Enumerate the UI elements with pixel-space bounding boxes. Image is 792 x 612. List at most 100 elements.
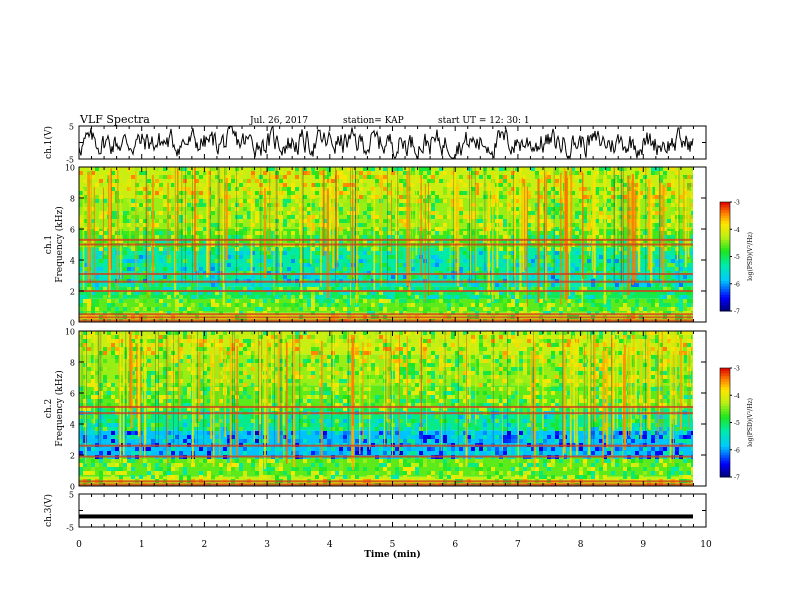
spectrogram-cell <box>387 335 391 339</box>
spectrogram-cell <box>95 307 99 311</box>
sferic-streak <box>457 183 460 287</box>
spectrogram-cell <box>311 203 315 207</box>
spectrogram-cell <box>183 195 187 199</box>
spectrogram-cell <box>211 263 215 267</box>
spectrogram-cell <box>435 255 439 259</box>
spectrogram-cell <box>99 251 103 255</box>
spectrogram-cell <box>267 387 271 391</box>
spectrogram-cell <box>283 235 287 239</box>
spectrogram-cell <box>295 335 299 339</box>
spectrogram-cell <box>471 351 475 355</box>
spectrogram-cell <box>595 219 599 223</box>
spectrogram-cell <box>139 203 143 207</box>
spectrogram-cell <box>123 223 127 227</box>
spectrogram-cell <box>275 375 279 379</box>
spectrogram-cell <box>343 299 347 303</box>
spectrogram-cell <box>439 259 443 263</box>
spectrogram-cell <box>127 207 131 211</box>
spectrogram-cell <box>239 255 243 259</box>
spectrogram-cell <box>639 231 643 235</box>
spectrogram-cell <box>399 263 403 267</box>
spectrogram-cell <box>487 339 491 343</box>
spectrogram-cell <box>435 259 439 263</box>
spectrogram-cell <box>115 199 119 203</box>
spectrogram-cell <box>235 307 239 311</box>
spectrogram-cell <box>463 291 467 295</box>
spectrogram-cell <box>471 303 475 307</box>
spectrogram-cell <box>187 311 191 315</box>
spectrogram-cell <box>323 387 327 391</box>
spectrogram-cell <box>391 171 395 175</box>
spectrogram-cell <box>103 375 107 379</box>
spectrogram-cell <box>691 239 693 243</box>
spectrogram-cell <box>419 171 423 175</box>
spectrogram-cell <box>175 363 179 367</box>
spectrogram-cell <box>391 347 395 351</box>
spectrogram-cell <box>575 235 579 239</box>
spectrogram-cell <box>339 295 343 299</box>
spectrogram-cell <box>375 367 379 371</box>
spectrogram-cell <box>187 299 191 303</box>
spectrogram-cell <box>335 339 339 343</box>
spectrogram-cell <box>419 295 423 299</box>
spectrogram-cell <box>655 363 659 367</box>
spectrogram-cell <box>95 331 99 335</box>
spectrogram-cell <box>167 219 171 223</box>
spectrogram-cell <box>547 283 551 287</box>
spectrogram-cell <box>391 287 395 291</box>
spectrogram-cell <box>555 203 559 207</box>
spectrogram-cell <box>607 347 611 351</box>
spectrogram-cell <box>199 215 203 219</box>
spectrogram-cell <box>327 311 331 315</box>
spectrogram-cell <box>443 223 447 227</box>
spectrogram-cell <box>547 179 551 183</box>
spectrogram-cell <box>363 347 367 351</box>
spectrogram-cell <box>203 247 207 251</box>
spectrogram-cell <box>427 199 431 203</box>
spectrogram-cell <box>167 387 171 391</box>
spectrogram-cell <box>607 367 611 371</box>
spectrogram-cell <box>611 187 615 191</box>
spectrogram-cell <box>115 179 119 183</box>
spectrogram-cell <box>295 371 299 375</box>
spectrogram-cell <box>435 227 439 231</box>
spectrogram-cell <box>475 291 479 295</box>
spectrogram-cell <box>275 383 279 387</box>
spectrogram-cell <box>403 311 407 315</box>
spectrogram-cell <box>687 267 691 271</box>
spectrogram-cell <box>515 211 519 215</box>
spectrogram-cell <box>499 355 503 359</box>
spectrogram-cell <box>375 347 379 351</box>
spectrogram-cell <box>663 191 667 195</box>
spectrogram-cell <box>527 371 531 375</box>
spectrogram-cell <box>663 371 667 375</box>
spectrogram-cell <box>339 251 343 255</box>
spectrogram-cell <box>479 223 483 227</box>
spectrogram-cell <box>339 335 343 339</box>
spectrogram-cell <box>251 223 255 227</box>
spectrogram-cell <box>367 239 371 243</box>
spectrogram-cell <box>199 263 203 267</box>
spectrogram-cell <box>179 231 183 235</box>
spectrogram-cell <box>547 311 551 315</box>
spectrogram-cell <box>139 235 143 239</box>
spectrogram-cell <box>503 219 507 223</box>
spectrogram-cell <box>187 375 191 379</box>
spectrogram-cell <box>599 263 603 267</box>
sferic-streak <box>564 171 567 252</box>
spectrogram-cell <box>635 355 639 359</box>
spectrogram-cell <box>323 291 327 295</box>
spectrogram-cell <box>555 191 559 195</box>
spectrogram-cell <box>203 179 207 183</box>
spectrogram-cell <box>391 343 395 347</box>
spectrogram-cell <box>539 259 543 263</box>
spectrogram-cell <box>347 339 351 343</box>
spectrogram-cell <box>503 195 507 199</box>
spectrogram-cell <box>295 215 299 219</box>
spectrogram-cell <box>287 223 291 227</box>
spectrogram-cell <box>203 263 207 267</box>
spectrogram-cell <box>571 171 575 175</box>
spectrogram-cell <box>183 299 187 303</box>
spectrogram-cell <box>279 383 283 387</box>
spectrogram-cell <box>347 359 351 363</box>
